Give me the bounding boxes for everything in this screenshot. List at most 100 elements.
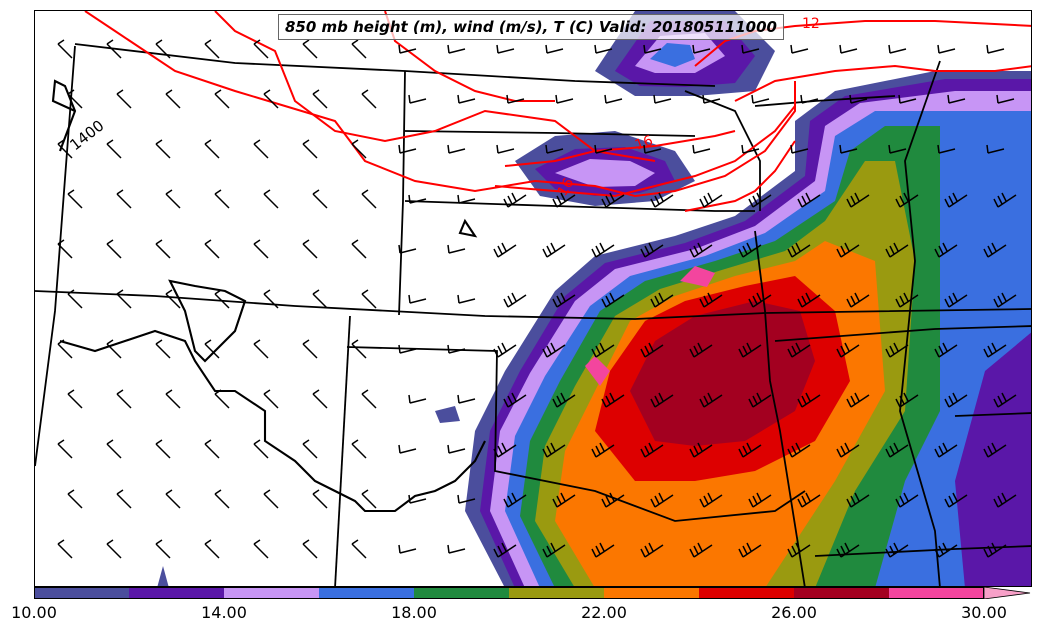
wind-barb — [253, 39, 269, 59]
wind-barb — [839, 144, 858, 154]
wind-barb — [253, 339, 269, 359]
wind-barb — [800, 94, 819, 104]
wind-barb — [116, 389, 132, 409]
wind-barb — [106, 139, 122, 159]
wind-barb — [302, 39, 318, 59]
wind-barb — [895, 492, 919, 508]
wind-barb — [846, 392, 870, 408]
map-panel: 1400 12 16 16 — [34, 10, 1032, 587]
wind-barb — [106, 339, 122, 359]
wind-barb — [640, 242, 664, 258]
wind-barb — [408, 294, 427, 304]
wind-barb — [312, 189, 328, 209]
wind-barb — [503, 492, 527, 508]
wind-barb — [457, 194, 476, 204]
wind-barb — [57, 539, 73, 559]
wind-barb — [601, 492, 625, 508]
wind-barb — [447, 44, 466, 54]
wind-barb — [748, 392, 772, 408]
wind-barb — [312, 489, 328, 509]
colorbar — [34, 587, 1031, 599]
wind-barb — [57, 139, 73, 159]
wind-barb — [888, 144, 907, 154]
wind-barb — [57, 239, 73, 259]
colorbar-cell — [34, 587, 130, 599]
wind-barb — [993, 192, 1017, 208]
colorbar-tick-label: 30.00 — [961, 603, 1007, 622]
wind-barb — [165, 189, 181, 209]
wind-barb — [447, 444, 466, 454]
wind-barb — [408, 94, 427, 104]
wind-barb — [983, 542, 1007, 558]
colorbar-cell — [509, 587, 605, 599]
wind-barb — [643, 44, 662, 54]
wind-barb — [787, 342, 811, 358]
wind-barb — [155, 339, 171, 359]
wind-barb — [545, 144, 564, 154]
wind-barb — [361, 389, 377, 409]
wind-barb — [204, 239, 220, 259]
wind-barb — [751, 94, 770, 104]
wind-barb — [57, 39, 73, 59]
wind-barb — [361, 489, 377, 509]
wind-barb — [106, 39, 122, 59]
wind-barb — [885, 242, 909, 258]
wind-barb — [650, 192, 674, 208]
wind-barb — [601, 192, 625, 208]
wind-barb — [155, 139, 171, 159]
wind-barb — [351, 239, 367, 259]
wind-barb — [57, 339, 73, 359]
wind-barb — [351, 439, 367, 459]
wind-barb — [408, 494, 427, 504]
wind-barb — [361, 89, 377, 109]
wind-barb — [748, 192, 772, 208]
colorbar-cell — [889, 587, 985, 599]
wind-barb — [503, 192, 527, 208]
wind-barb — [836, 342, 860, 358]
wind-barb — [748, 492, 772, 508]
wind-barb — [885, 442, 909, 458]
wind-barb — [555, 94, 574, 104]
wind-barb — [692, 44, 711, 54]
wind-barb — [937, 144, 956, 154]
wind-barb — [993, 492, 1017, 508]
wind-barb — [302, 239, 318, 259]
wind-barb — [263, 489, 279, 509]
wind-barb — [888, 44, 907, 54]
wind-barb — [552, 492, 576, 508]
wind-barb — [689, 242, 713, 258]
wind-barb — [689, 342, 713, 358]
wind-barb — [408, 394, 427, 404]
colorbar-tick-label: 22.00 — [581, 603, 627, 622]
wind-barb — [457, 494, 476, 504]
wind-barb — [895, 192, 919, 208]
wind-barb — [846, 192, 870, 208]
height-contour-label: 1400 — [66, 116, 107, 154]
wind-barb — [67, 189, 83, 209]
colorbar-cell — [414, 587, 510, 599]
wind-barb — [496, 144, 515, 154]
wind-barb — [302, 439, 318, 459]
wind-barb — [790, 44, 809, 54]
wind-barb — [116, 189, 132, 209]
wind-barb — [650, 392, 674, 408]
wind-barb — [993, 392, 1017, 408]
wind-barb — [493, 442, 517, 458]
wind-barb — [542, 242, 566, 258]
wind-barb — [361, 289, 377, 309]
wind-barb — [836, 242, 860, 258]
wind-barb — [106, 539, 122, 559]
wind-barb — [797, 392, 821, 408]
wind-barb — [116, 489, 132, 509]
wind-barb — [506, 94, 525, 104]
wind-barb — [986, 44, 1005, 54]
wind-barb — [944, 392, 968, 408]
wind-barb — [601, 292, 625, 308]
wind-barb — [398, 544, 417, 554]
wind-barb — [993, 292, 1017, 308]
wind-barb — [116, 289, 132, 309]
colorbar-cell — [604, 587, 700, 599]
wind-barb — [542, 342, 566, 358]
wind-barb — [846, 492, 870, 508]
temperature-contour-label-16b: 16 — [555, 175, 578, 199]
